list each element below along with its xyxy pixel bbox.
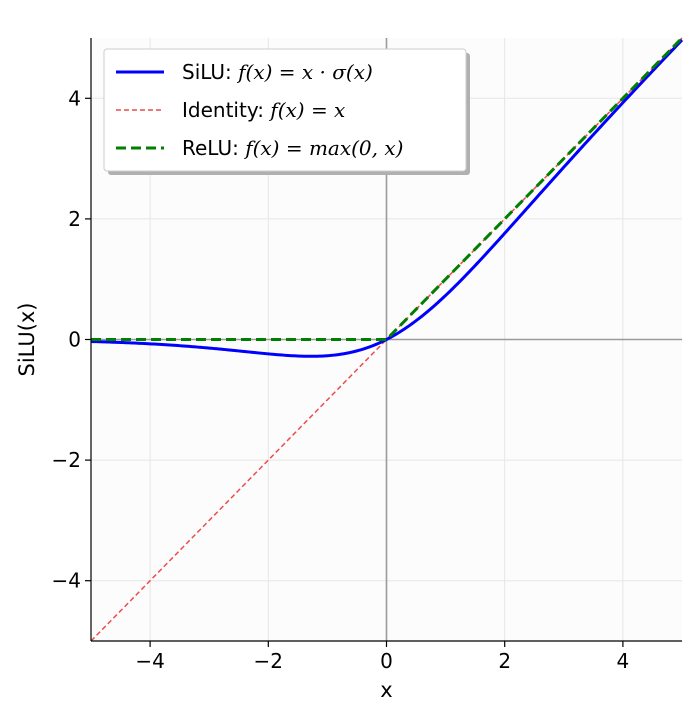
y-tick-label: −2 <box>52 448 81 472</box>
x-tick-label: 0 <box>380 649 393 673</box>
ticks: −4 −2 0 2 4 −4 −2 0 2 4 <box>52 86 630 673</box>
legend-label: SiLU: f(x) = x · σ(x) <box>182 60 373 84</box>
series-line-silu <box>90 38 684 358</box>
legend: SiLU: f(x) = x · σ(x) Identity: f(x) = x R… <box>103 48 470 175</box>
x-tick-label: −2 <box>254 649 283 673</box>
y-tick-label: 0 <box>68 328 81 352</box>
legend-label-name: Identity: <box>182 98 270 122</box>
series-lines <box>90 36 684 642</box>
x-axis-label: x <box>380 678 392 702</box>
y-axis-label: SiLU(x) <box>15 302 39 376</box>
y-tick-label: 2 <box>68 207 81 231</box>
legend-label-name: ReLU: <box>182 136 245 160</box>
legend-label-formula: f(x) = x <box>268 98 345 122</box>
y-tick-label: 4 <box>68 86 81 110</box>
series-line-relu <box>91 36 684 341</box>
y-tick-label: −4 <box>52 569 81 593</box>
legend-label: Identity: f(x) = x <box>182 98 345 122</box>
legend-label: ReLU: f(x) = max(0, x) <box>182 136 403 160</box>
legend-items: SiLU: f(x) = x · σ(x) Identity: f(x) = x R… <box>116 60 403 160</box>
x-tick-label: −4 <box>135 649 164 673</box>
legend-label-formula: f(x) = x · σ(x) <box>236 60 373 84</box>
x-tick-label: 2 <box>498 649 511 673</box>
series-line-identity <box>90 37 683 642</box>
x-tick-label: 4 <box>617 649 630 673</box>
legend-label-formula: f(x) = max(0, x) <box>243 136 403 160</box>
legend-label-name: SiLU: <box>182 60 238 84</box>
legend-box <box>103 48 467 172</box>
